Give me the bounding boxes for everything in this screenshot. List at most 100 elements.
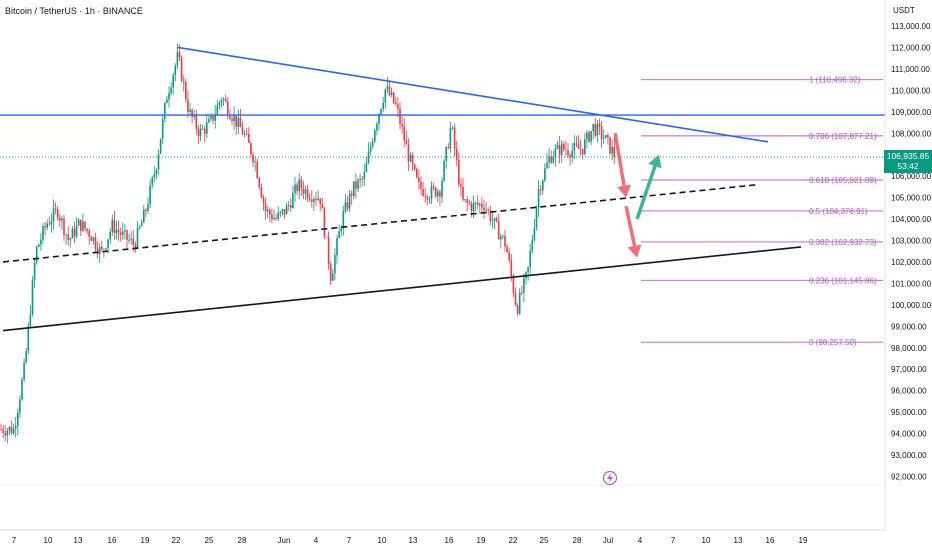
candle-body bbox=[109, 231, 111, 240]
time-axis[interactable]: 7 10 13 16 19 22 25 28 Jun 4 7 10 13 16 19 22 25 28 Jul 4 7 1… bbox=[12, 536, 808, 545]
time-tick-label: 22 bbox=[509, 536, 518, 545]
projection-arrows[interactable] bbox=[613, 132, 662, 258]
candle-body bbox=[290, 205, 292, 208]
candle-body bbox=[241, 127, 244, 135]
candle-body bbox=[56, 209, 59, 218]
candle-body bbox=[178, 52, 181, 58]
candle-body bbox=[567, 150, 569, 156]
time-tick-label: 22 bbox=[172, 536, 181, 545]
price-axis-unit: USDT bbox=[893, 6, 915, 15]
candle-body bbox=[222, 99, 225, 101]
candle-body bbox=[411, 154, 414, 165]
candle-body bbox=[321, 204, 324, 209]
candle-body bbox=[489, 210, 492, 222]
trendline-rising-support[interactable] bbox=[2, 246, 802, 332]
candle-body bbox=[63, 218, 65, 236]
price-tick-label: 99,000.00 bbox=[891, 322, 927, 331]
price-tick-label: 109,000.00 bbox=[891, 108, 932, 117]
candle-body bbox=[180, 57, 183, 81]
candle-body bbox=[17, 412, 19, 427]
candle-body bbox=[560, 143, 563, 155]
symbol-title[interactable]: Bitcoin / TetherUS · 1h · BINANCE bbox=[5, 6, 143, 16]
candle-body bbox=[285, 205, 288, 215]
candle-body bbox=[252, 154, 254, 163]
candle-body bbox=[598, 123, 601, 127]
projection-arrow-head bbox=[648, 154, 662, 169]
candle-body bbox=[46, 223, 48, 228]
candle-body bbox=[231, 118, 233, 122]
candle-body bbox=[80, 219, 82, 231]
price-tick-label: 108,000.00 bbox=[891, 129, 932, 138]
candle-body bbox=[502, 235, 504, 237]
candle-body bbox=[40, 239, 42, 245]
candle-body bbox=[308, 198, 311, 200]
candle-body bbox=[4, 433, 6, 436]
time-tick-label: 25 bbox=[540, 536, 549, 545]
candle-body bbox=[495, 218, 498, 222]
candle-body bbox=[544, 168, 546, 181]
candle-body bbox=[476, 202, 479, 206]
candle-body bbox=[275, 217, 277, 219]
candle-body bbox=[193, 115, 195, 117]
candle-body bbox=[363, 171, 366, 179]
projection-arrow-shaft bbox=[613, 132, 626, 187]
fib-retracement[interactable]: 1 (110,496.32) 0.786 (107,877.21) 0.618 (1… bbox=[641, 76, 883, 348]
candle-body bbox=[434, 187, 437, 197]
candle-body bbox=[338, 231, 340, 239]
price-tick-label: 101,000.00 bbox=[891, 279, 932, 288]
candle-body bbox=[195, 115, 198, 129]
price-axis[interactable]: 113,000.00 112,000.00 111,000.00 110,000.00… bbox=[891, 22, 932, 481]
candle-body bbox=[122, 231, 124, 235]
candle-body bbox=[185, 82, 187, 100]
candle-body bbox=[258, 178, 261, 188]
candle-body bbox=[323, 208, 326, 237]
candle-body bbox=[508, 252, 510, 261]
candle-body bbox=[248, 133, 250, 143]
candle-body bbox=[371, 141, 374, 147]
trendline-descending-resistance[interactable] bbox=[177, 46, 769, 143]
candle-body bbox=[426, 196, 429, 200]
candle-body bbox=[487, 209, 489, 211]
candle-body bbox=[113, 219, 116, 234]
candle-body bbox=[392, 92, 395, 103]
candle-body bbox=[596, 123, 599, 136]
candle-body bbox=[575, 143, 578, 145]
candle-body bbox=[172, 75, 174, 88]
candle-body bbox=[571, 150, 573, 158]
trendlines[interactable] bbox=[0, 46, 885, 332]
candle-body bbox=[269, 209, 271, 215]
candle-body bbox=[227, 101, 229, 116]
candle-body bbox=[212, 116, 214, 121]
candle-body bbox=[67, 234, 69, 240]
candle-body bbox=[302, 188, 305, 194]
time-tick-label: 19 bbox=[799, 536, 808, 545]
candle-body bbox=[206, 122, 208, 134]
price-tick-label: 102,000.00 bbox=[891, 258, 932, 267]
candle-body bbox=[233, 115, 235, 122]
time-tick-label: 7 bbox=[671, 536, 676, 545]
candle-body bbox=[573, 143, 576, 151]
candle-body bbox=[88, 230, 90, 237]
candle-body bbox=[107, 239, 109, 248]
candle-body bbox=[50, 221, 53, 225]
candle-body bbox=[359, 178, 361, 181]
candle-body bbox=[420, 181, 422, 189]
candle-body bbox=[201, 128, 204, 130]
candle-body bbox=[353, 181, 355, 196]
candle-body bbox=[294, 184, 296, 194]
price-tick-label: 105,000.00 bbox=[891, 194, 932, 203]
price-tick-label: 100,000.00 bbox=[891, 301, 932, 310]
candle-body bbox=[602, 138, 605, 139]
candle-body bbox=[531, 239, 534, 251]
candle-body bbox=[277, 212, 279, 219]
candle-body bbox=[460, 184, 462, 187]
candle-body bbox=[424, 195, 426, 197]
candle-body bbox=[48, 223, 51, 225]
candle-body bbox=[344, 202, 347, 212]
candle-body bbox=[510, 260, 513, 277]
candle-body bbox=[287, 205, 290, 207]
trendline-dashed-mid-support[interactable] bbox=[2, 183, 758, 263]
price-tick-label: 112,000.00 bbox=[891, 43, 931, 52]
candle-body bbox=[111, 219, 114, 232]
